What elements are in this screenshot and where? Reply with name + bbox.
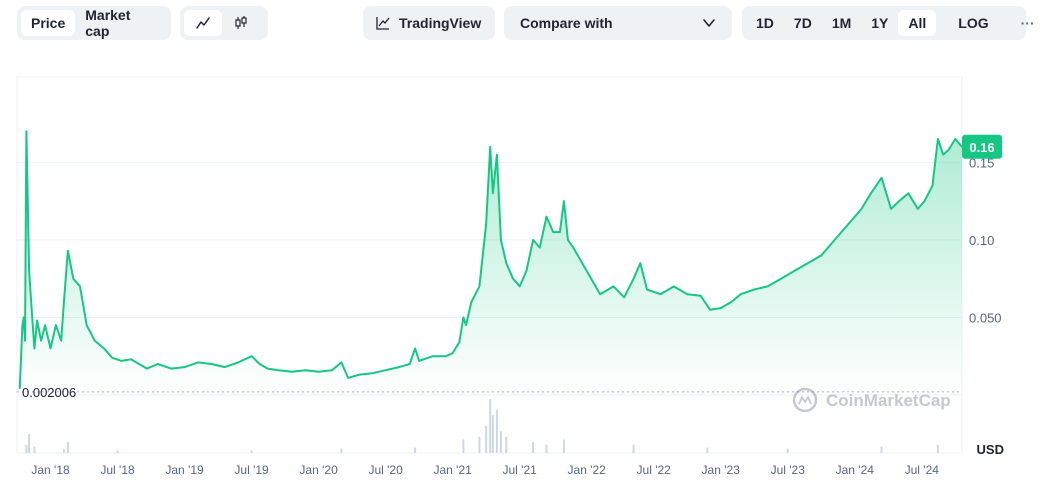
volume-bar [462, 439, 465, 453]
volume-bar [545, 444, 548, 453]
volume-bar [532, 442, 535, 453]
x-tick-label: Jan '20 [299, 463, 338, 477]
x-axis-labels: Jan '18 Jul '18 Jan '19 Jul '19 Jan '20 Jul '… [31, 463, 939, 477]
tradingview-icon [376, 17, 390, 30]
current-price-badge: 0.16 [962, 134, 1002, 159]
x-tick-label: Jul '24 [905, 463, 940, 477]
coinmarketcap-watermark: CoinMarketCap [792, 387, 951, 413]
x-tick-label: Jan '19 [165, 463, 204, 477]
x-tick-label: Jan '23 [702, 463, 741, 477]
volume-bar [28, 434, 31, 453]
volume-bar [62, 448, 65, 453]
data-type-toggle: Price Market cap [17, 6, 171, 40]
compare-label: Compare with [520, 15, 613, 31]
baseline-price-label: 0.002006 [22, 385, 76, 400]
range-1y[interactable]: 1Y [871, 15, 889, 31]
y-tick-label: 0.15 [969, 155, 994, 170]
x-tick-label: Jul '19 [234, 463, 269, 477]
volume-bar [25, 444, 28, 453]
watermark-text: CoinMarketCap [826, 391, 951, 410]
volume-bar [786, 448, 789, 453]
range-all[interactable]: All [898, 10, 937, 36]
x-tick-label: Jul '22 [637, 463, 672, 477]
price-chart-area[interactable]: 0.002006 0.050 0.10 0.15 Jan '18 Jul '18 Jan… [0, 60, 1044, 499]
candlestick-button[interactable] [222, 10, 260, 36]
x-tick-label: Jan '24 [836, 463, 875, 477]
chart-toolbar: Price Market cap TradingView Compare wit… [0, 6, 1044, 42]
volume-bar [632, 444, 635, 453]
x-tick-label: Jul '21 [503, 463, 538, 477]
x-tick-label: Jul '18 [100, 463, 135, 477]
volume-bars [25, 399, 939, 453]
volume-bar [562, 439, 565, 453]
volume-bar [880, 446, 883, 453]
current-price-label: 0.16 [969, 140, 994, 155]
volume-bar [478, 436, 481, 453]
log-toggle[interactable]: LOG [958, 15, 989, 31]
line-chart-icon [196, 17, 210, 29]
tab-market-cap[interactable]: Market cap [85, 7, 131, 39]
x-tick-label: Jan '22 [568, 463, 607, 477]
volume-bar [489, 399, 492, 453]
line-chart-button[interactable] [184, 10, 222, 36]
price-line [18, 130, 963, 389]
volume-bar [66, 442, 69, 453]
range-1m[interactable]: 1M [831, 15, 852, 31]
volume-bar [340, 448, 343, 453]
volume-bar [250, 450, 253, 453]
compare-with-dropdown[interactable]: Compare with [504, 6, 732, 40]
candlestick-icon [235, 16, 247, 29]
volume-bar [485, 426, 488, 453]
x-tick-label: Jul '23 [771, 463, 806, 477]
volume-bar [499, 431, 502, 453]
volume-bar [33, 446, 36, 453]
price-area-fill [19, 131, 962, 396]
tradingview-button[interactable]: TradingView [363, 6, 495, 40]
more-icon[interactable]: ··· [1020, 15, 1035, 31]
volume-bar [706, 447, 709, 453]
currency-label: USD [977, 442, 1004, 457]
volume-bar [505, 436, 508, 453]
tradingview-label: TradingView [399, 15, 482, 31]
time-range-selector: 1D 7D 1M 1Y All LOG ··· [742, 6, 1035, 40]
range-7d[interactable]: 7D [793, 15, 812, 31]
chart-style-toggle [180, 6, 268, 40]
x-tick-label: Jan '21 [433, 463, 472, 477]
x-tick-label: Jul '20 [368, 463, 403, 477]
volume-bar [491, 415, 494, 453]
range-1d[interactable]: 1D [756, 15, 774, 31]
chevron-down-icon [703, 19, 715, 27]
y-tick-label: 0.10 [969, 233, 994, 248]
y-axis-labels: 0.050 0.10 0.15 [969, 155, 1002, 325]
current-price-badge-bg [962, 134, 1002, 159]
volume-bar [116, 450, 119, 453]
coinmarketcap-logo-icon [792, 387, 818, 413]
x-tick-label: Jan '18 [31, 463, 70, 477]
volume-bar [936, 444, 939, 453]
volume-bar [414, 447, 417, 453]
volume-bar [495, 409, 498, 453]
tab-price[interactable]: Price [21, 10, 76, 36]
y-tick-label: 0.050 [969, 310, 1002, 325]
